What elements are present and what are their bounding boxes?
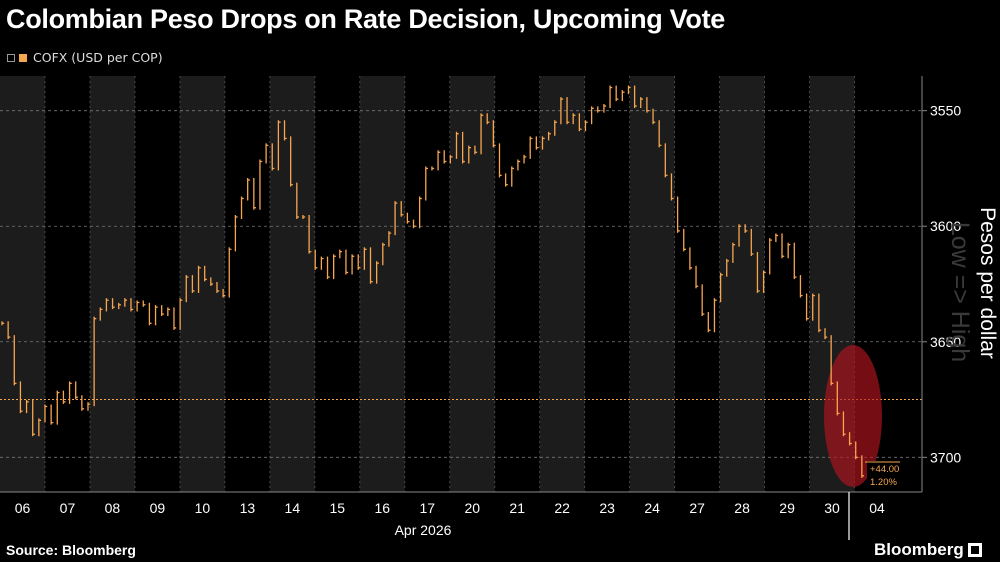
legend-swatch (19, 53, 27, 62)
y-axis-secondary-label: Low => High (946, 222, 974, 362)
day-band (539, 76, 585, 492)
weekday-bands (0, 76, 855, 492)
y-axis-label: Pesos per dollar (976, 207, 999, 359)
x-tick-label: 27 (689, 500, 705, 516)
end-label-change: +44.00 (870, 464, 899, 475)
x-tick-label: 09 (150, 500, 166, 516)
x-tick-label: 04 (869, 500, 885, 516)
x-tick-label: 13 (240, 500, 256, 516)
day-band (449, 76, 495, 492)
highlight-ellipse (824, 345, 882, 487)
x-tick-label: 07 (60, 500, 76, 516)
day-band (359, 76, 405, 492)
bloomberg-logo-icon (967, 543, 982, 557)
gridlines (0, 110, 922, 458)
end-label: +44.00 1.20% (865, 461, 902, 488)
x-tick-label: 08 (105, 500, 121, 516)
x-ticks: 06 07 08 09 10 13 14 15 16 17 20 21 22 23 24 27 28 29 30 04 (15, 500, 885, 516)
brand-name: Bloomberg (874, 540, 964, 559)
day-band (0, 76, 45, 492)
x-tick-label: 16 (375, 500, 391, 516)
legend-label: COFX (USD per COP) (33, 50, 163, 65)
y-tick-label: 3650 (930, 334, 961, 350)
y-ticks: 3550 3600 3650 3700 (922, 103, 961, 465)
legend: COFX (USD per COP) (7, 50, 163, 65)
x-tick-label: 21 (509, 500, 525, 516)
month-label: Apr 2026 (395, 522, 452, 538)
x-tick-label: 20 (464, 500, 480, 516)
x-tick-label: 15 (330, 500, 346, 516)
y-tick-label: 3600 (930, 218, 961, 234)
x-tick-label: 23 (599, 500, 615, 516)
x-tick-label: 17 (419, 500, 435, 516)
y-tick-label: 3700 (930, 449, 961, 465)
x-tick-label: 30 (824, 500, 840, 516)
legend-toggle-icon[interactable] (7, 53, 15, 62)
x-tick-label: 24 (644, 500, 660, 516)
source-note: Source: Bloomberg (6, 542, 136, 558)
end-label-pct: 1.20% (870, 477, 897, 488)
x-tick-label: 10 (195, 500, 211, 516)
x-tick-label: 14 (285, 500, 301, 516)
day-band (269, 76, 315, 492)
x-tick-label: 29 (779, 500, 795, 516)
chart-title: Colombian Peso Drops on Rate Decision, U… (6, 4, 725, 34)
brand: Bloomberg (874, 540, 982, 560)
y-tick-label: 3550 (930, 103, 961, 119)
day-band (89, 76, 135, 492)
x-tick-label: 28 (734, 500, 750, 516)
end-label-box (867, 461, 902, 488)
price-series (1, 85, 871, 488)
x-tick-label: 06 (15, 500, 31, 516)
day-band (629, 76, 675, 492)
x-tick-label: 22 (554, 500, 570, 516)
